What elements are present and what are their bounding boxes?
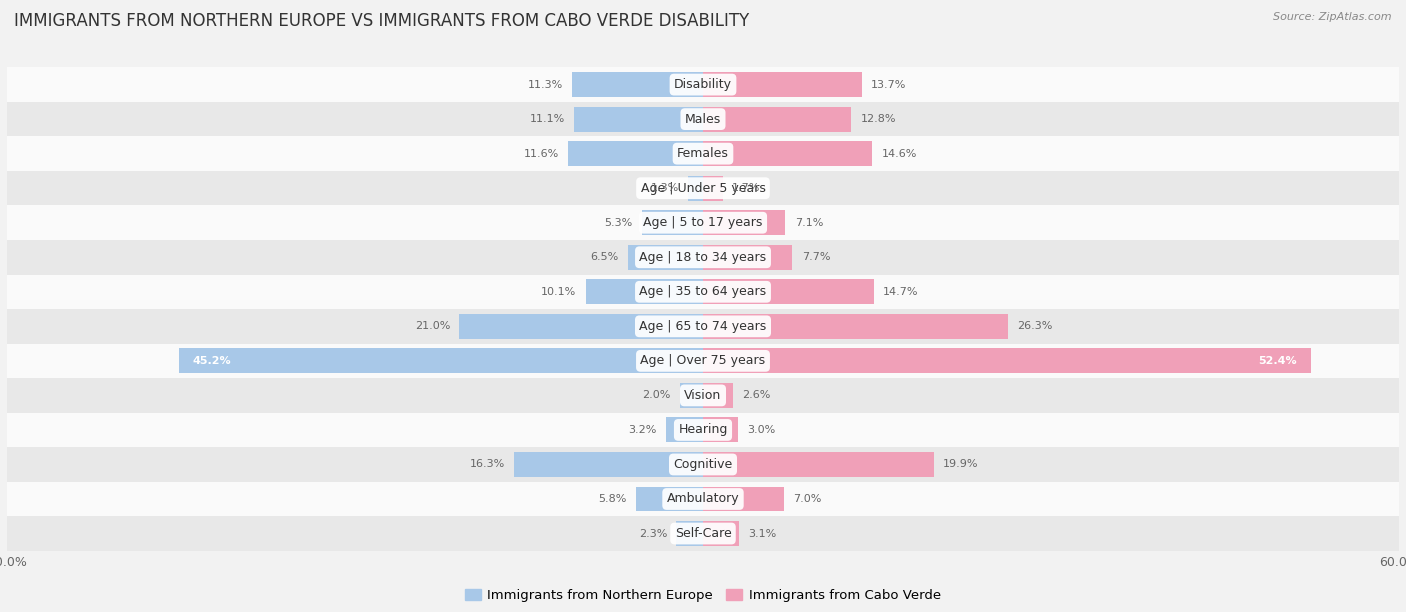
Text: 11.3%: 11.3% xyxy=(527,80,562,89)
Bar xyxy=(703,106,852,132)
Text: 2.6%: 2.6% xyxy=(742,390,770,400)
Bar xyxy=(7,275,1399,309)
Bar xyxy=(7,240,1399,275)
Bar xyxy=(703,452,934,477)
Bar xyxy=(703,279,873,304)
Bar xyxy=(703,521,740,546)
Bar xyxy=(676,521,703,546)
Text: Disability: Disability xyxy=(673,78,733,91)
Bar xyxy=(572,72,703,97)
Bar xyxy=(7,171,1399,206)
Text: 3.0%: 3.0% xyxy=(747,425,775,435)
Text: 3.2%: 3.2% xyxy=(628,425,657,435)
Text: Cognitive: Cognitive xyxy=(673,458,733,471)
Text: Age | Over 75 years: Age | Over 75 years xyxy=(641,354,765,367)
Bar xyxy=(703,176,723,201)
Bar xyxy=(703,314,1008,339)
Bar xyxy=(7,482,1399,517)
Text: 14.7%: 14.7% xyxy=(883,287,918,297)
Text: 7.7%: 7.7% xyxy=(801,252,830,263)
Text: Males: Males xyxy=(685,113,721,125)
Text: 6.5%: 6.5% xyxy=(591,252,619,263)
Bar xyxy=(703,383,733,408)
Bar xyxy=(7,206,1399,240)
Bar xyxy=(627,245,703,270)
Text: Females: Females xyxy=(678,147,728,160)
Text: Age | 18 to 34 years: Age | 18 to 34 years xyxy=(640,251,766,264)
Text: 21.0%: 21.0% xyxy=(415,321,450,331)
Bar xyxy=(568,141,703,166)
Bar xyxy=(681,383,703,408)
Text: Age | 5 to 17 years: Age | 5 to 17 years xyxy=(644,216,762,230)
Bar xyxy=(460,314,703,339)
Text: 5.8%: 5.8% xyxy=(598,494,627,504)
Bar xyxy=(641,211,703,235)
Text: 3.1%: 3.1% xyxy=(748,529,776,539)
Bar xyxy=(703,72,862,97)
Text: 26.3%: 26.3% xyxy=(1018,321,1053,331)
Bar xyxy=(7,517,1399,551)
Text: Hearing: Hearing xyxy=(678,424,728,436)
Text: 11.1%: 11.1% xyxy=(530,114,565,124)
Bar xyxy=(179,348,703,373)
Bar xyxy=(703,417,738,442)
Text: Source: ZipAtlas.com: Source: ZipAtlas.com xyxy=(1274,12,1392,22)
Text: Vision: Vision xyxy=(685,389,721,402)
Bar xyxy=(703,487,785,512)
Text: 11.6%: 11.6% xyxy=(524,149,560,159)
Text: 7.0%: 7.0% xyxy=(793,494,823,504)
Bar xyxy=(7,412,1399,447)
Text: 16.3%: 16.3% xyxy=(470,460,505,469)
Text: Age | 65 to 74 years: Age | 65 to 74 years xyxy=(640,320,766,333)
Bar xyxy=(703,141,872,166)
Text: 10.1%: 10.1% xyxy=(541,287,576,297)
Text: Age | 35 to 64 years: Age | 35 to 64 years xyxy=(640,285,766,298)
Bar xyxy=(688,176,703,201)
Text: 13.7%: 13.7% xyxy=(872,80,907,89)
Bar xyxy=(703,211,786,235)
Text: 19.9%: 19.9% xyxy=(943,460,979,469)
Bar xyxy=(7,102,1399,136)
Text: Age | Under 5 years: Age | Under 5 years xyxy=(641,182,765,195)
Text: 12.8%: 12.8% xyxy=(860,114,896,124)
Bar xyxy=(7,378,1399,412)
Bar xyxy=(574,106,703,132)
Text: Self-Care: Self-Care xyxy=(675,527,731,540)
Text: 1.7%: 1.7% xyxy=(733,183,761,193)
Bar xyxy=(7,343,1399,378)
Bar xyxy=(515,452,703,477)
Text: Ambulatory: Ambulatory xyxy=(666,493,740,506)
Text: 2.0%: 2.0% xyxy=(643,390,671,400)
Text: 1.3%: 1.3% xyxy=(651,183,679,193)
Text: 5.3%: 5.3% xyxy=(605,218,633,228)
Bar xyxy=(586,279,703,304)
Bar xyxy=(666,417,703,442)
Bar xyxy=(636,487,703,512)
Bar xyxy=(703,348,1310,373)
Bar xyxy=(703,245,793,270)
Text: IMMIGRANTS FROM NORTHERN EUROPE VS IMMIGRANTS FROM CABO VERDE DISABILITY: IMMIGRANTS FROM NORTHERN EUROPE VS IMMIG… xyxy=(14,12,749,30)
Text: 2.3%: 2.3% xyxy=(638,529,666,539)
Legend: Immigrants from Northern Europe, Immigrants from Cabo Verde: Immigrants from Northern Europe, Immigra… xyxy=(460,583,946,607)
Text: 52.4%: 52.4% xyxy=(1258,356,1296,366)
Text: 45.2%: 45.2% xyxy=(193,356,231,366)
Text: 14.6%: 14.6% xyxy=(882,149,917,159)
Bar xyxy=(7,67,1399,102)
Bar xyxy=(7,447,1399,482)
Text: 7.1%: 7.1% xyxy=(794,218,823,228)
Bar xyxy=(7,136,1399,171)
Bar xyxy=(7,309,1399,343)
